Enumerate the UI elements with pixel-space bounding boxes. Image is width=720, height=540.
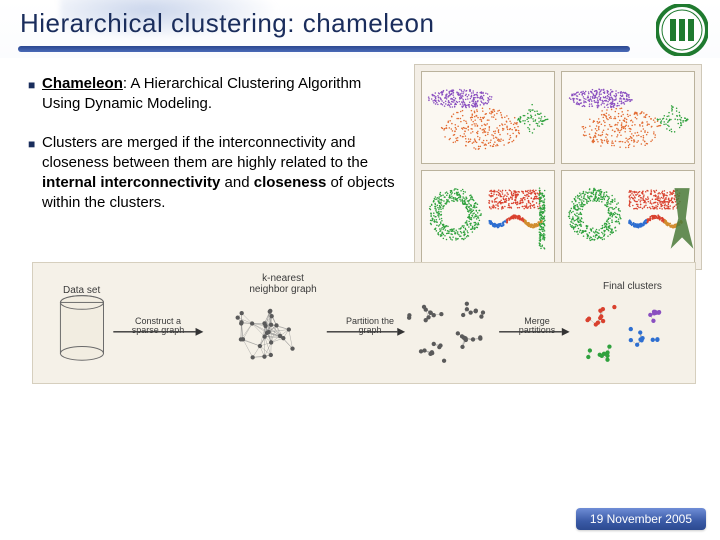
bullet-text: Clusters are merged if the interconnecti… [42,133,398,214]
footer-date-bar: 19 November 2005 [576,508,706,530]
institution-logo [656,4,708,56]
cluster-panel [421,170,555,263]
bullet-item: ■ Chameleon: A Hierarchical Clustering A… [28,74,398,115]
flow-label-step1: Construct asparse graph [123,317,193,337]
footer-date: 19 November 2005 [590,512,692,526]
flow-label-dataset: Data set [63,285,100,296]
slide-title: Hierarchical clustering: chameleon [20,8,700,39]
algorithm-flow-diagram: Data set Construct asparse graph k-neare… [32,262,696,384]
flow-label-knn: k-nearestneighbor graph [243,273,323,295]
title-underline [18,46,630,52]
bullet-text: Chameleon: A Hierarchical Clustering Alg… [42,74,398,115]
bullet-item: ■ Clusters are merged if the interconnec… [28,133,398,214]
cluster-examples-grid [414,64,702,270]
flow-label-step2: Partition thegraph [333,317,407,337]
cluster-panel [561,170,695,263]
bullet-marker: ■ [28,74,42,115]
bullet-marker: ■ [28,133,42,214]
slide-body: ■ Chameleon: A Hierarchical Clustering A… [0,58,720,394]
cluster-panel [421,71,555,164]
bullet-list: ■ Chameleon: A Hierarchical Clustering A… [28,74,398,214]
flow-label-step3: Mergepartitions [507,317,567,337]
flow-label-final: Final clusters [603,281,662,292]
cluster-panel [561,71,695,164]
slide-header: Hierarchical clustering: chameleon [0,0,720,58]
